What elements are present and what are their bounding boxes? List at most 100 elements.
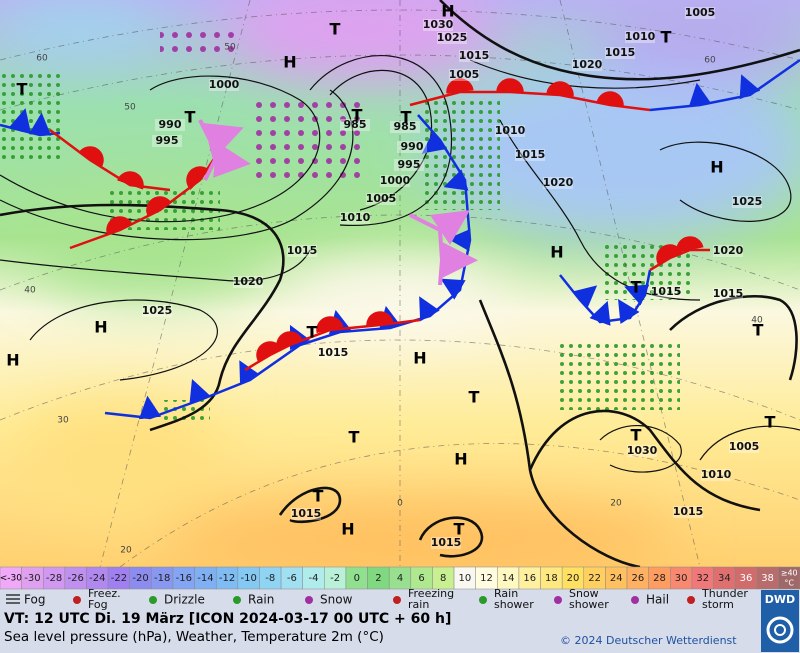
weather-label: Freezing: [408, 587, 454, 600]
isobar-label-bg: [515, 149, 545, 161]
isobar-label-bg: [701, 469, 731, 481]
weather-label: Snow: [320, 593, 353, 607]
temperature-scale: <-30 -30 -28 -26 -24 -22 -20 -18 -16 -14 -12 -10 -8-…: [0, 566, 800, 590]
isobar-label-bg: [397, 141, 427, 153]
scale-label: 8: [440, 573, 446, 584]
pressure-center: T: [330, 20, 341, 39]
pressure-center: T: [631, 426, 642, 445]
pressure-center: H: [6, 351, 19, 370]
weather-icon: [73, 596, 81, 604]
isobar-label: 990: [159, 118, 182, 131]
graticule-label: 40: [751, 316, 763, 326]
legend: <-30 -30 -28 -26 -24 -22 -20 -18 -16 -14 -12 -10 -8-…: [0, 566, 800, 653]
scale-label: 16: [523, 573, 536, 584]
graticule-label: 40: [24, 286, 36, 296]
dwd-logo-mark: [774, 624, 786, 636]
isobar-label-bg: [651, 286, 681, 298]
isobar-label-bg: [423, 19, 453, 31]
scale-label: °C: [784, 579, 794, 588]
isobar-label: 990: [401, 140, 424, 153]
pressure-center: H: [550, 243, 563, 262]
pressure-center: T: [352, 106, 363, 125]
isobar-label-bg: [449, 69, 479, 81]
scale-label: 28: [653, 573, 666, 584]
isobar-label: 1015: [431, 536, 462, 549]
isobar-label: 1025: [437, 31, 468, 44]
isobar-label: 995: [156, 134, 179, 147]
isobar-label: 1010: [495, 124, 526, 137]
pressure-center: H: [413, 349, 426, 368]
scale-label: -14: [197, 573, 213, 584]
weather-label: Snow: [569, 587, 599, 600]
pressure-center: T: [661, 28, 672, 47]
isobar-label-bg: [340, 212, 370, 224]
pressure-center: H: [341, 520, 354, 539]
pressure-center: H: [94, 318, 107, 337]
pressure-center: T: [401, 108, 412, 127]
valid-time: VT: 12 UTC Di. 19 März [ICON 2024-03-17 …: [4, 611, 451, 627]
isobar-label: 1000: [209, 78, 240, 91]
scale-label: 38: [761, 573, 774, 584]
pressure-center: H: [710, 158, 723, 177]
isobar-label: 1005: [729, 440, 760, 453]
isobar-label: 1015: [459, 49, 490, 62]
graticule-label: 0: [397, 499, 403, 509]
isobar-label: 1005: [449, 68, 480, 81]
weather-label: Drizzle: [164, 593, 205, 607]
scale-label: 24: [610, 573, 623, 584]
isobar-label: 1025: [732, 195, 763, 208]
isobar-label-bg: [390, 121, 420, 133]
scale-label: 22: [588, 573, 601, 584]
pressure-center: T: [631, 278, 642, 297]
isobar-label-bg: [394, 159, 424, 171]
scale-label: -26: [68, 573, 84, 584]
isobar-label: 1030: [423, 18, 454, 31]
scale-label: 0: [354, 573, 360, 584]
fronts: [0, 58, 800, 420]
scale-label: -22: [111, 573, 127, 584]
scale-label: -8: [265, 573, 275, 584]
scale-label: -16: [176, 573, 192, 584]
isobar-label: 985: [344, 118, 367, 131]
isobar-label: 1010: [701, 468, 732, 481]
scale-label: 30: [675, 573, 688, 584]
isobar-label-bg: [287, 245, 317, 257]
graticule-label: 50: [124, 103, 136, 113]
isobar-label: 1025: [142, 304, 173, 317]
weather-icon: [149, 596, 157, 604]
isobar-label-bg: [732, 196, 762, 208]
scale-label: 14: [502, 573, 515, 584]
isobar-label-bg: [291, 508, 321, 520]
isobar-label: 1015: [291, 507, 322, 520]
isobar-label-bg: [366, 193, 396, 205]
scale-label: -4: [309, 573, 319, 584]
scale-label: -18: [154, 573, 170, 584]
scale-label: 36: [740, 573, 753, 584]
isobar-label-bg: [673, 506, 703, 518]
isobar-label: 1020: [713, 244, 744, 257]
pressure-center: T: [313, 487, 324, 506]
isobar-label-bg: [340, 119, 370, 131]
scale-label: -6: [287, 573, 297, 584]
copyright: © 2024 Deutscher Wetterdienst: [560, 634, 737, 647]
scale-label: 34: [718, 573, 731, 584]
isobar-label-bg: [605, 47, 635, 59]
weather-legend: Fog Freez.Fog Drizzle Rain Snow FreezingrainR…: [6, 587, 748, 611]
graticule-label: 60: [36, 54, 48, 64]
isobar-label-bg: [729, 441, 759, 453]
isobar-label: 1005: [685, 6, 716, 19]
graticule-label: 60: [704, 56, 716, 66]
weather-icon: [631, 596, 639, 604]
graticule-label: 20: [120, 546, 132, 556]
isobar-label: 1020: [572, 58, 603, 71]
scale-label: ≥40: [781, 569, 798, 578]
graticule-label: 20: [610, 499, 622, 509]
weather-icon: [233, 596, 241, 604]
dwd-logo-mark: [766, 616, 794, 644]
isobar-label: 1015: [673, 505, 704, 518]
isobar-label-bg: [431, 537, 461, 549]
scale-label: 12: [480, 573, 493, 584]
pressure-center: T: [469, 388, 480, 407]
dwd-logo-text: DWD: [765, 593, 795, 606]
